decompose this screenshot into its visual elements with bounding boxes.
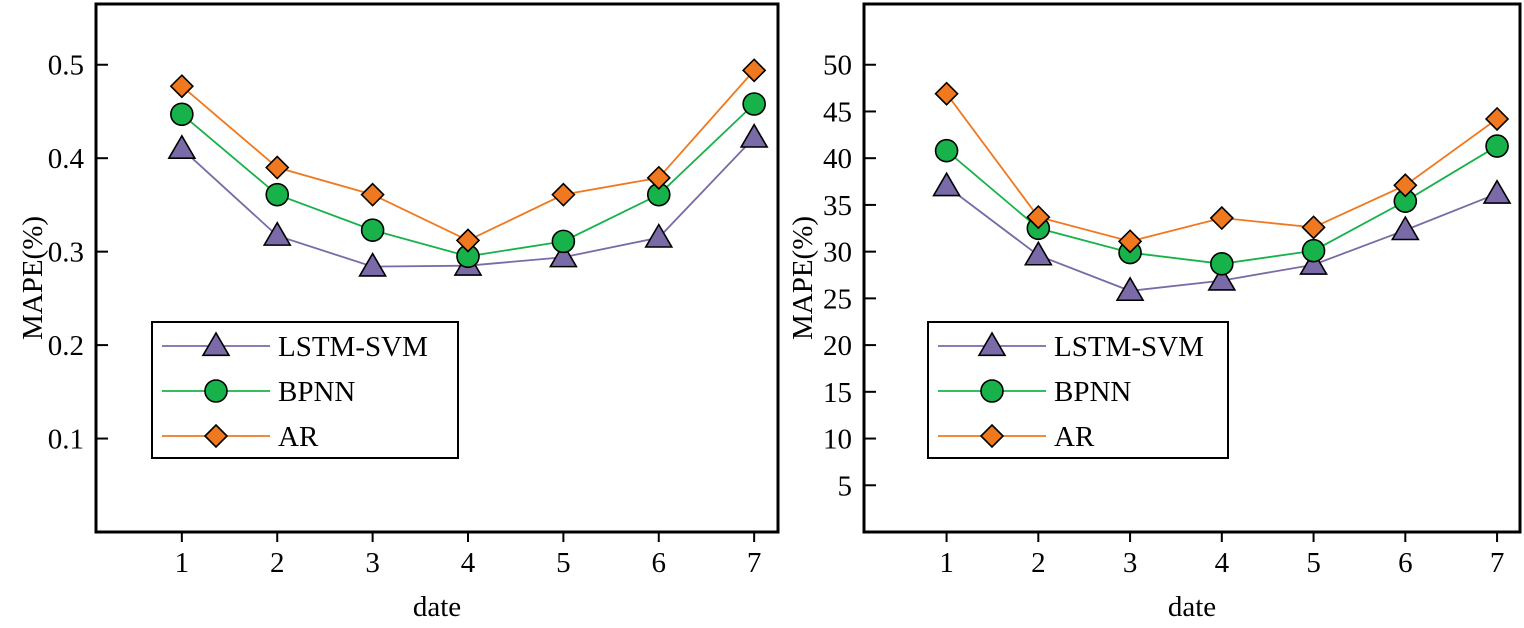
- y-tick-label: 15: [823, 377, 852, 409]
- x-tick-label: 5: [556, 547, 571, 579]
- data-point-lstm-svm: [1299, 250, 1328, 275]
- data-point-lstm-svm: [1207, 266, 1237, 291]
- data-point-ar: [1117, 229, 1143, 254]
- y-tick-label: 35: [823, 190, 852, 222]
- x-tick-label: 4: [461, 547, 476, 579]
- data-point-ar: [551, 182, 576, 207]
- data-point-bpnn: [1485, 134, 1509, 158]
- data-point-ar: [1026, 204, 1051, 230]
- legend-marker-lstm-svm: [201, 331, 231, 357]
- y-tick-label: 0.2: [48, 330, 84, 362]
- data-point-bpnn: [170, 102, 194, 127]
- y-tick-label: 0.5: [48, 50, 84, 82]
- plot-frame: [862, 2, 1522, 534]
- y-tick-label: 0.3: [48, 237, 84, 269]
- x-tick-label: 5: [1306, 547, 1321, 579]
- y-axis-label: MAPE(%): [17, 216, 49, 340]
- data-point-ar: [742, 58, 767, 83]
- data-point-bpnn: [360, 218, 385, 242]
- y-tick-label: 10: [823, 424, 852, 456]
- legend-marker-ar: [979, 423, 1005, 449]
- y-tick-label: 5: [838, 470, 853, 502]
- data-point-lstm-svm: [1390, 215, 1420, 241]
- y-axis-label: MAPE(%): [787, 216, 819, 340]
- y-tick-label: 25: [823, 283, 852, 315]
- legend-marker-bpnn: [204, 379, 228, 403]
- x-tick-label: 3: [1123, 547, 1138, 579]
- x-tick-label: 1: [175, 547, 190, 579]
- y-tick-label: 40: [823, 143, 852, 175]
- data-point-lstm-svm: [739, 123, 769, 148]
- data-point-bpnn: [742, 92, 766, 116]
- x-axis-label: date: [413, 591, 461, 623]
- y-tick-label: 20: [823, 330, 852, 362]
- x-tick-label: 1: [939, 547, 954, 579]
- data-point-ar: [1484, 106, 1510, 132]
- legend-label: AR: [1054, 421, 1095, 453]
- x-tick-label: 3: [365, 547, 380, 579]
- x-tick-label: 6: [652, 547, 667, 579]
- data-point-ar: [1209, 205, 1234, 231]
- data-point-lstm-svm: [548, 242, 578, 268]
- data-point-ar: [646, 165, 671, 190]
- x-tick-label: 7: [747, 547, 762, 579]
- legend: LSTM-SVM BPNN AR: [151, 321, 459, 459]
- data-point-bpnn: [1301, 238, 1326, 263]
- data-point-lstm-svm: [167, 134, 197, 160]
- x-tick-label: 7: [1490, 547, 1505, 579]
- series-line-ar: [181, 69, 755, 242]
- data-point-ar: [1301, 215, 1326, 240]
- y-tick-label: 0.1: [48, 424, 84, 456]
- data-point-lstm-svm: [1115, 276, 1145, 302]
- data-point-lstm-svm: [262, 221, 292, 246]
- y-tick-label: 50: [823, 50, 852, 82]
- x-tick-label: 6: [1398, 547, 1413, 579]
- x-tick-label: 4: [1215, 547, 1230, 579]
- data-point-bpnn: [265, 182, 290, 207]
- legend-label: LSTM-SVM: [1054, 331, 1204, 363]
- legend-box: [151, 321, 459, 459]
- data-point-bpnn: [934, 138, 959, 163]
- legend-marker-ar: [203, 423, 229, 449]
- y-tick-label: 0.4: [48, 143, 85, 175]
- data-point-ar: [169, 74, 194, 99]
- data-point-bpnn: [551, 229, 576, 254]
- legend: LSTM-SVM BPNN AR: [927, 321, 1229, 459]
- data-point-ar: [1393, 173, 1418, 198]
- legend-marker-bpnn: [980, 379, 1004, 403]
- left-chart-panel: 0.1 0.2 0.3 0.4 0.5 1 2 3 4 5 6 7 date MAPE(%) LSTM-SV…: [17, 2, 780, 623]
- data-point-lstm-svm: [932, 171, 961, 197]
- data-point-ar: [455, 228, 481, 253]
- legend-label: AR: [278, 421, 319, 453]
- legend-label: BPNN: [1054, 376, 1131, 408]
- y-tick-label: 30: [823, 237, 852, 269]
- data-point-ar: [360, 182, 385, 207]
- legend-label: BPNN: [278, 376, 355, 408]
- data-point-ar: [265, 155, 290, 180]
- x-tick-label: 2: [270, 547, 285, 579]
- legend-label: LSTM-SVM: [278, 331, 428, 363]
- plot-frame: [94, 2, 780, 534]
- data-point-lstm-svm: [644, 223, 674, 248]
- data-point-lstm-svm: [1023, 240, 1053, 266]
- data-point-lstm-svm: [1482, 179, 1512, 204]
- x-axis-label: date: [1168, 591, 1216, 623]
- data-point-lstm-svm: [358, 252, 388, 277]
- x-tick-label: 2: [1031, 547, 1046, 579]
- data-point-ar: [934, 81, 959, 106]
- data-point-bpnn: [1210, 251, 1234, 276]
- legend-marker-lstm-svm: [977, 331, 1007, 357]
- y-tick-label: 45: [823, 96, 852, 128]
